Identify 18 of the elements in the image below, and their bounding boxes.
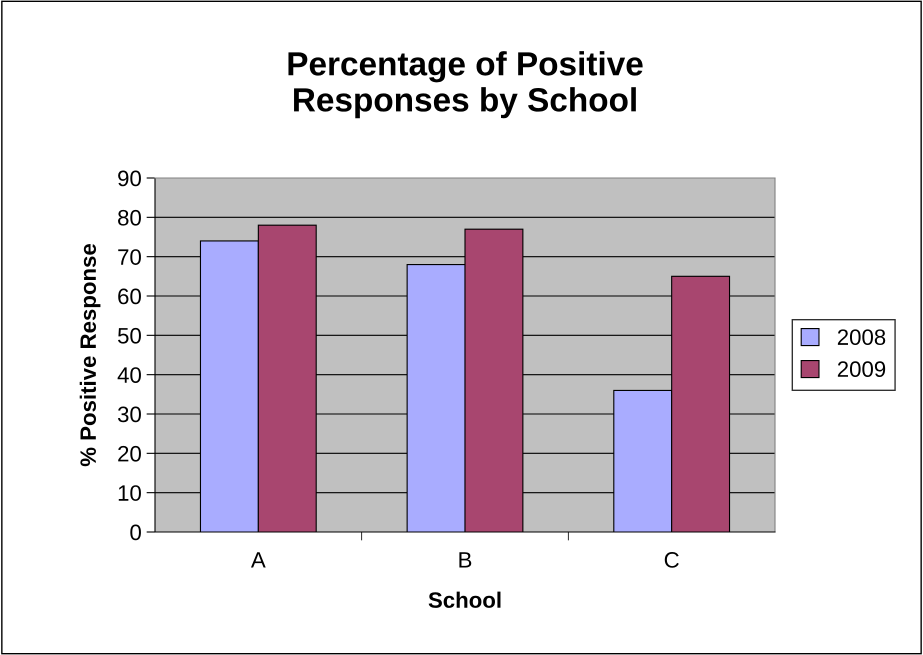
y-tick-label: 10 xyxy=(118,485,141,501)
y-tick-label: 0 xyxy=(130,524,141,540)
y-axis-title: % Positive Response xyxy=(80,244,100,466)
legend-label: 2009 xyxy=(838,361,886,377)
x-tick-label: B xyxy=(459,552,472,568)
x-tick-label: C xyxy=(664,552,679,568)
y-tick-label: 40 xyxy=(118,367,141,383)
y-tick-label: 20 xyxy=(118,446,141,462)
y-tick-label: 70 xyxy=(118,249,141,265)
legend-label: 2008 xyxy=(838,329,886,346)
x-axis-title: School xyxy=(428,592,500,608)
y-tick-label: 80 xyxy=(118,210,141,226)
chart-title: Percentage of Positive Responses by School xyxy=(288,51,643,118)
y-tick-label: 50 xyxy=(118,328,141,344)
y-tick-label: 30 xyxy=(118,406,141,422)
y-tick-label: 90 xyxy=(118,170,141,186)
x-tick-label: A xyxy=(250,552,266,568)
y-tick-label: 60 xyxy=(118,288,141,304)
